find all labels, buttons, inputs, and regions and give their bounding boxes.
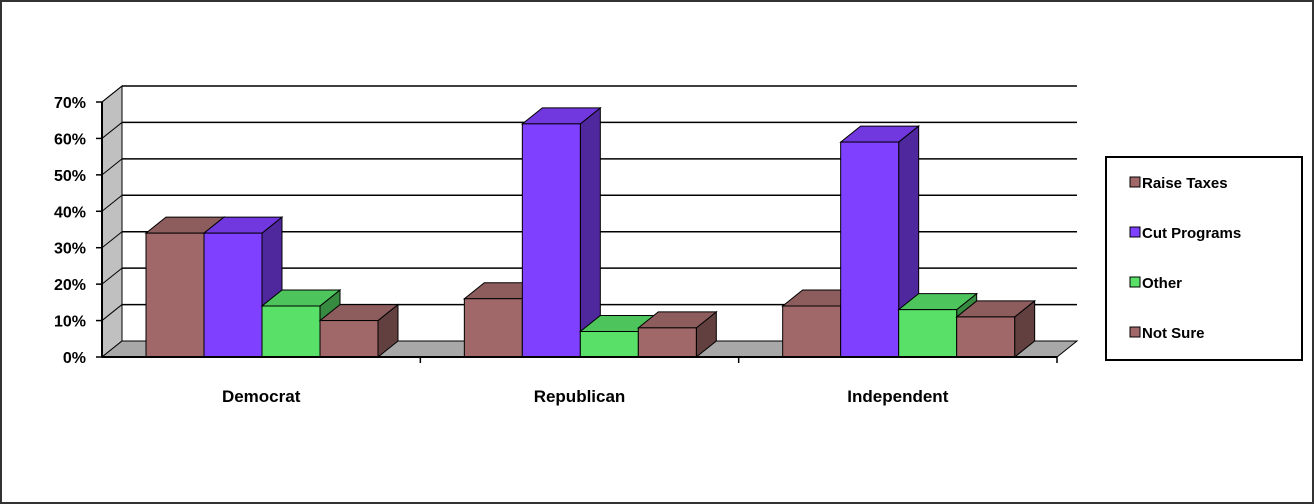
gridline-side: [101, 231, 123, 249]
x-category-label: Independent: [847, 387, 948, 406]
bar: [261, 305, 321, 358]
legend-label: Other: [1142, 275, 1182, 292]
legend-swatch: [1129, 326, 1141, 338]
legend-swatch: [1129, 226, 1141, 238]
x-axis-category-labels: Democrat Republican Independent: [222, 387, 949, 406]
x-category-label: Republican: [534, 387, 626, 406]
legend: Raise Taxes Cut Programs Other Not Sure: [1105, 156, 1303, 361]
gridline-side: [101, 158, 123, 176]
bar: [579, 331, 639, 358]
gridline-side: [101, 194, 123, 212]
y-tick-label: 60%: [54, 131, 86, 148]
legend-label: Not Sure: [1142, 325, 1205, 342]
bar: [203, 232, 263, 358]
bar: [898, 309, 958, 358]
legend-box: [1105, 156, 1303, 361]
legend-swatch: [1129, 276, 1141, 288]
legend-swatch: [1129, 176, 1141, 188]
x-category-label: Democrat: [222, 387, 301, 406]
legend-label: Cut Programs: [1142, 225, 1241, 242]
y-axis-tick-labels: 0% 10% 20% 30% 40% 50% 60% 70%: [54, 95, 86, 367]
gridline-side: [101, 304, 123, 321]
bars: [144, 106, 1037, 359]
gridline-side: [101, 85, 123, 103]
axes: [96, 101, 1058, 363]
y-tick-label: 20%: [54, 277, 86, 294]
gridline-side: [101, 122, 123, 139]
legend-label: Raise Taxes: [1142, 175, 1228, 192]
side-wall: [101, 84, 123, 359]
bar: [840, 141, 900, 358]
gridline-side: [101, 267, 123, 285]
y-tick-label: 50%: [54, 168, 86, 185]
bar: [463, 298, 523, 358]
bar: [956, 316, 1016, 358]
y-tick-label: 30%: [54, 241, 86, 258]
y-tick-label: 70%: [54, 95, 86, 112]
bar: [521, 123, 581, 358]
bar: [145, 232, 205, 358]
bar: [782, 305, 842, 358]
bar: [319, 320, 379, 358]
bar: [637, 327, 697, 358]
y-tick-label: 0%: [63, 350, 86, 367]
y-tick-label: 40%: [54, 204, 86, 221]
y-tick-label: 10%: [54, 314, 86, 331]
